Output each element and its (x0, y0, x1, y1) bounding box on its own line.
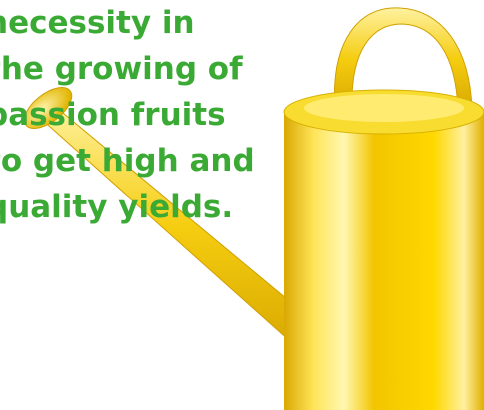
text-line: to get high and (0, 143, 255, 179)
text-line: passion fruits (0, 97, 226, 133)
text-line: quality yields. (0, 189, 234, 225)
text-block: necessity in the growing of passion fruits… (0, 0, 255, 230)
rose (23, 87, 73, 129)
text-line: necessity in (0, 5, 195, 41)
can-lid (304, 94, 464, 122)
text-line: the growing of (0, 51, 243, 87)
can-body (284, 112, 484, 410)
